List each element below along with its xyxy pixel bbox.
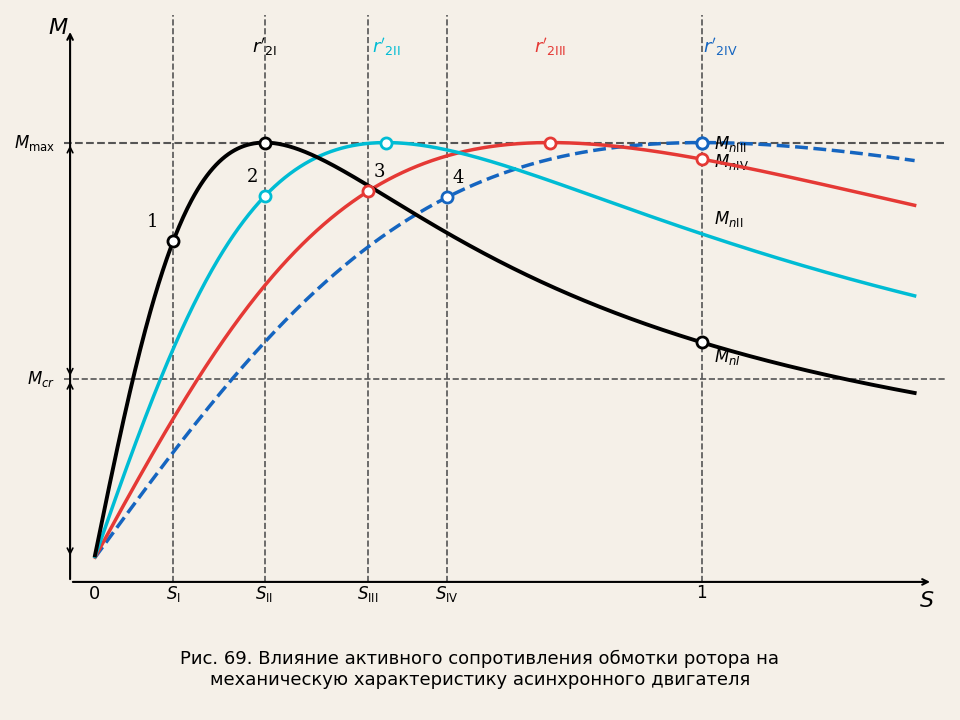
Text: $r'_{2\mathrm{I}}$: $r'_{2\mathrm{I}}$ bbox=[252, 36, 277, 58]
Text: $S_{\rm III}$: $S_{\rm III}$ bbox=[357, 584, 378, 604]
Text: $M_{cr}$: $M_{cr}$ bbox=[27, 369, 55, 389]
Text: $S_{\rm IV}$: $S_{\rm IV}$ bbox=[435, 584, 459, 604]
Text: $1$: $1$ bbox=[696, 585, 708, 602]
Text: $M_{n\mathrm{IV}}$: $M_{n\mathrm{IV}}$ bbox=[714, 152, 749, 172]
Text: $M_{n\mathrm{II}}$: $M_{n\mathrm{II}}$ bbox=[714, 210, 743, 229]
Text: $S$: $S$ bbox=[919, 590, 934, 612]
Text: $r'_{2\mathrm{II}}$: $r'_{2\mathrm{II}}$ bbox=[372, 36, 400, 58]
Text: $M_{n\mathrm{III}}$: $M_{n\mathrm{III}}$ bbox=[714, 135, 747, 155]
Text: 2: 2 bbox=[247, 168, 258, 186]
Text: $M_{\max}$: $M_{\max}$ bbox=[13, 132, 55, 153]
Text: $r'_{2\mathrm{III}}$: $r'_{2\mathrm{III}}$ bbox=[534, 36, 566, 58]
Text: $M_{nI}$: $M_{nI}$ bbox=[714, 347, 741, 367]
Text: $S_{\rm I}$: $S_{\rm I}$ bbox=[166, 584, 180, 604]
Text: 4: 4 bbox=[453, 169, 465, 187]
Text: Рис. 69. Влияние активного сопротивления обмотки ротора на
механическую характер: Рис. 69. Влияние активного сопротивления… bbox=[180, 650, 780, 689]
Text: $S_{\rm II}$: $S_{\rm II}$ bbox=[255, 584, 274, 604]
Text: 1: 1 bbox=[147, 212, 158, 230]
Text: 3: 3 bbox=[373, 163, 385, 181]
Text: $r'_{2\mathrm{IV}}$: $r'_{2\mathrm{IV}}$ bbox=[703, 36, 737, 58]
Text: $M$: $M$ bbox=[48, 17, 68, 39]
Text: $0$: $0$ bbox=[88, 585, 101, 603]
